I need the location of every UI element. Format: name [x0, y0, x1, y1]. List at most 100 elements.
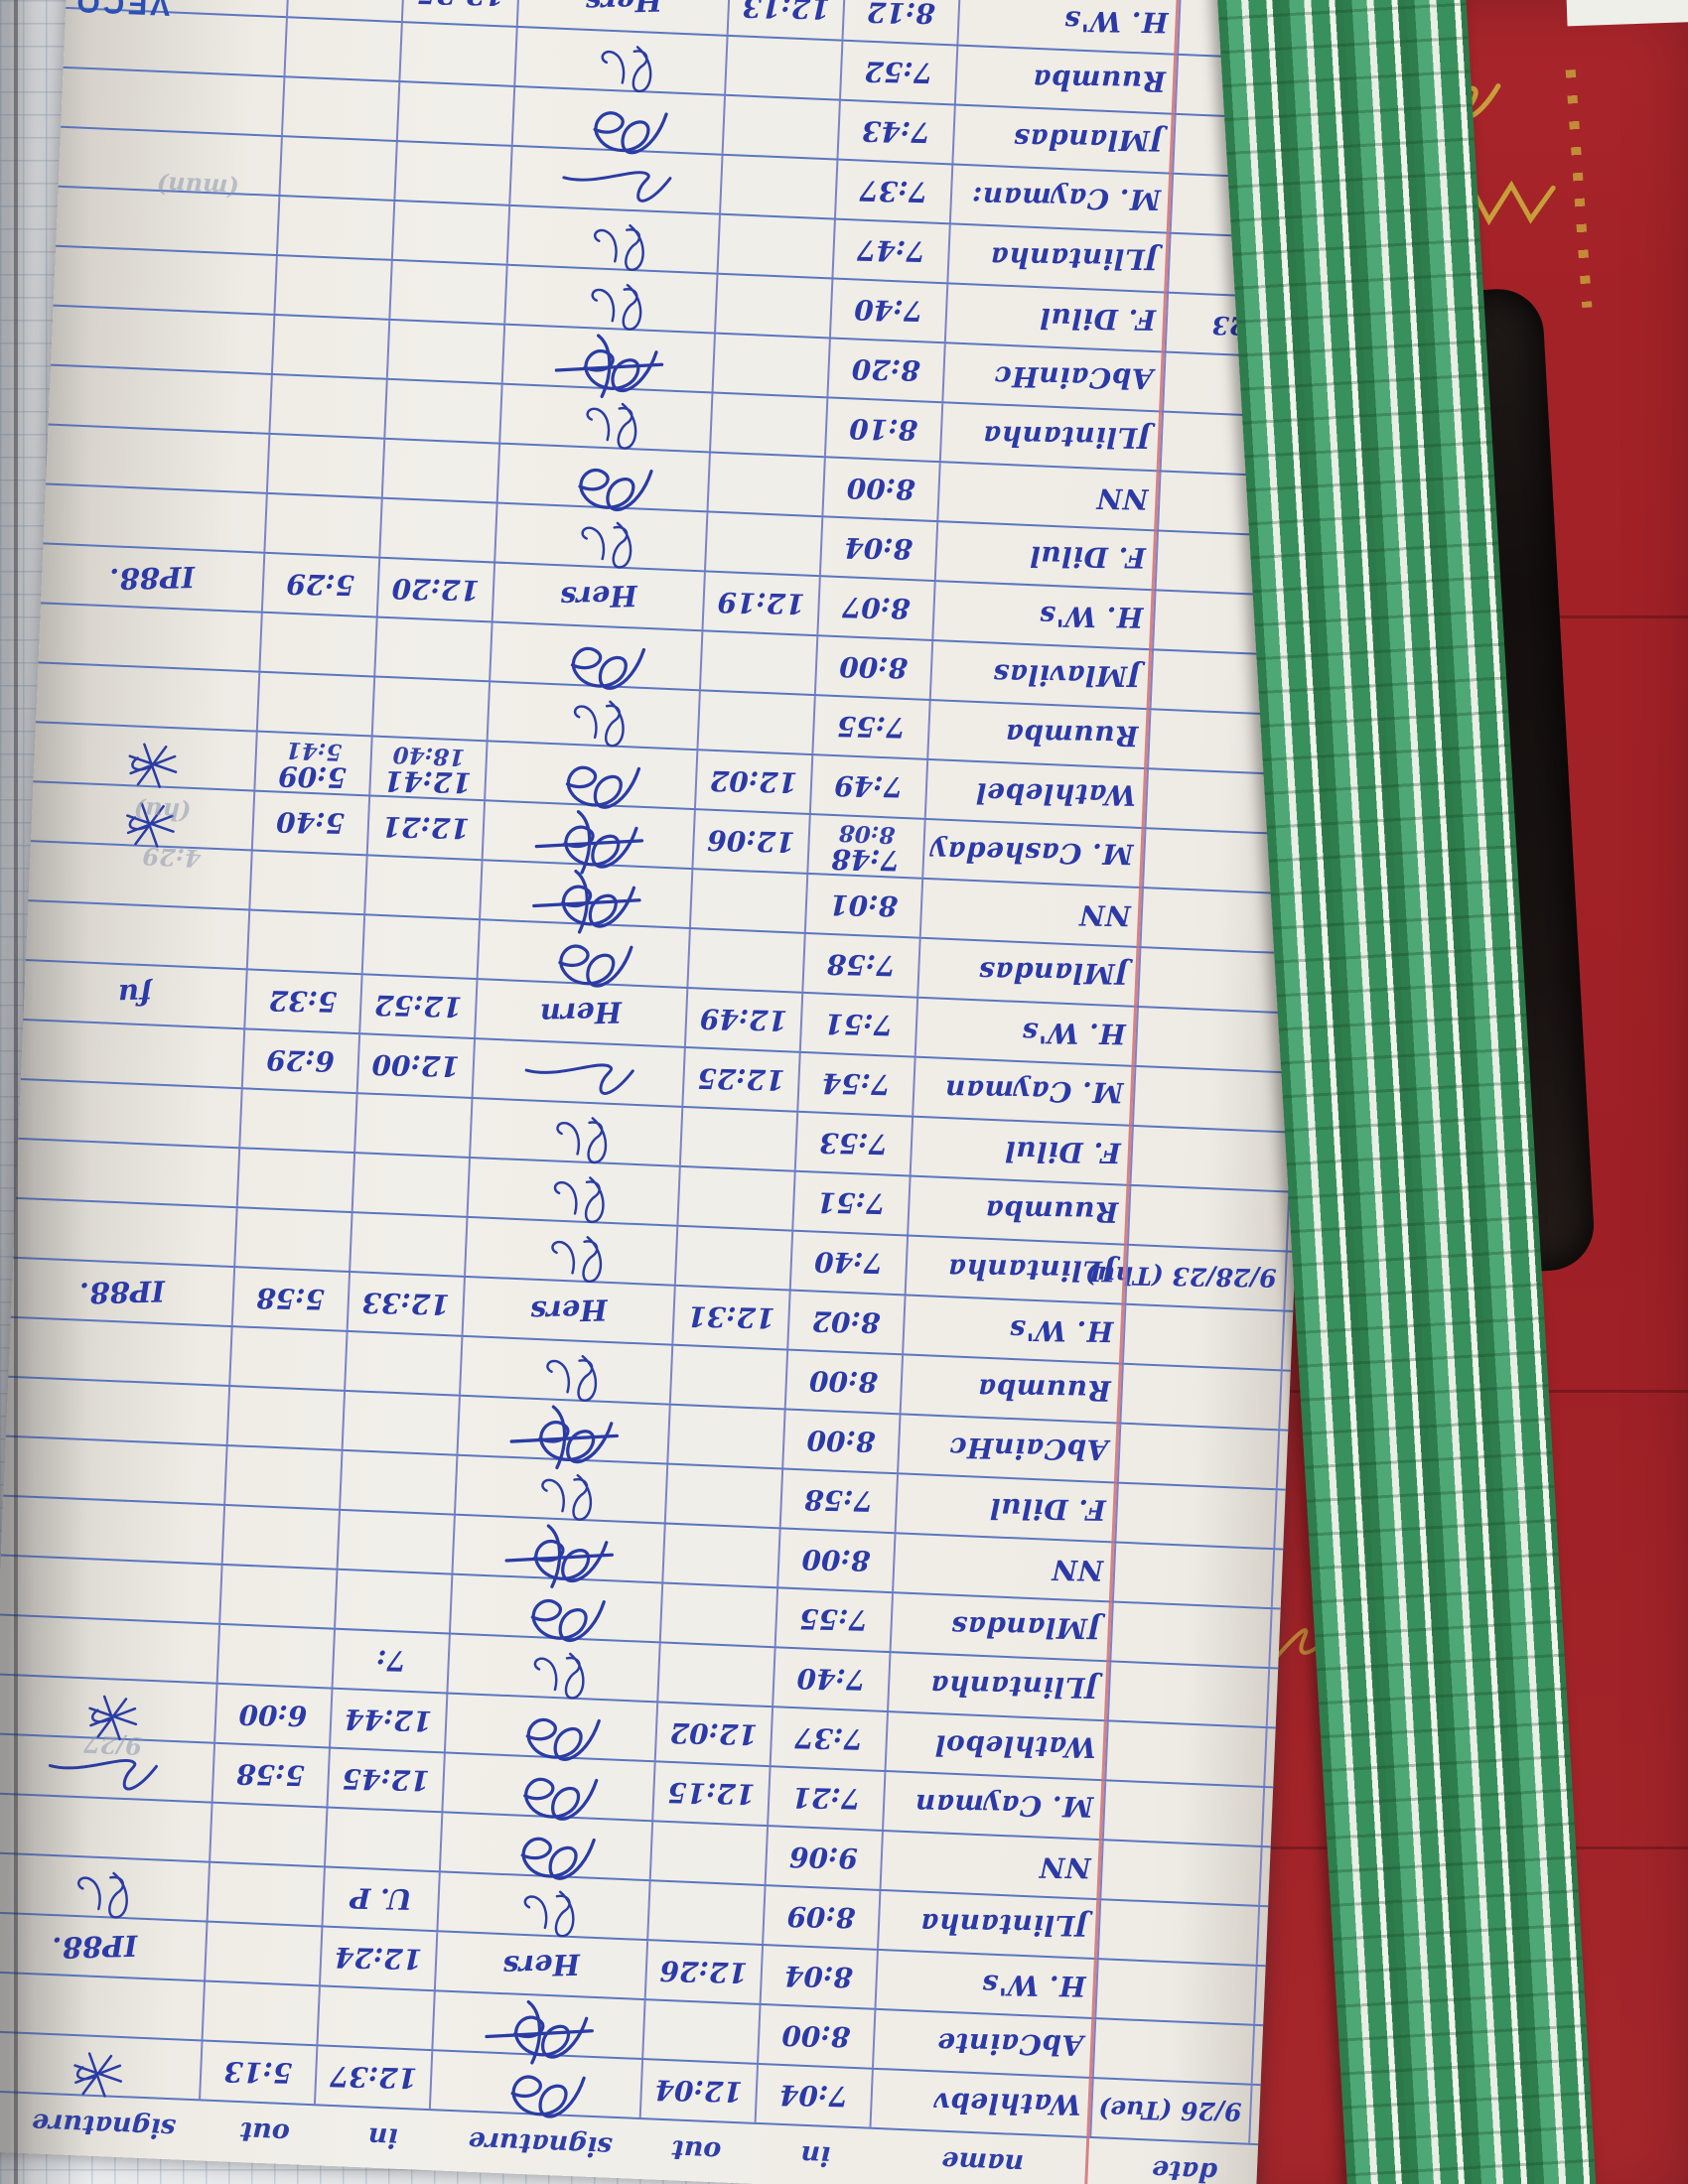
cell-date: [1128, 1185, 1291, 1251]
cell-text: 6:00: [238, 1698, 309, 1733]
cell-text: F. Dilul: [989, 1492, 1106, 1527]
cell-date: [1103, 1781, 1266, 1846]
cell-text: 7:54: [821, 1066, 892, 1102]
cell-text: 12:21: [381, 810, 471, 846]
cell-signature: [445, 1694, 659, 1761]
cell-in: 8:09: [764, 1886, 882, 1949]
cell-text: Wathlebv: [932, 2086, 1081, 2121]
header-out-2: out: [238, 2116, 291, 2149]
cell-in-2: [341, 1450, 459, 1514]
cell-text: F. Dilul: [1039, 302, 1157, 338]
cell-in: 7:40: [774, 1648, 892, 1711]
cell-out-2: 5:58: [232, 1268, 352, 1330]
ledger-row: AbCainHc 8:00: [5, 1377, 1289, 1491]
cell-text: NN: [1095, 482, 1149, 516]
cell-in-2: 12:37: [315, 2046, 434, 2110]
cell-in-2: 12:41 18:40: [370, 737, 489, 800]
cell-text: 5:58: [256, 1282, 326, 1316]
signature-loop-icon: [593, 224, 644, 271]
cell-out-2: [235, 1208, 353, 1272]
cell-date: [1111, 1602, 1273, 1668]
cell-text: M. Casheday: [929, 835, 1134, 872]
cell-signature: [495, 503, 709, 571]
cell-text: F. Dilul: [1004, 1135, 1121, 1170]
cell-in-2: 12:21: [367, 796, 487, 860]
ledger-row: F. Dilul 8:04: [43, 484, 1326, 599]
cell-in-2: [380, 498, 498, 562]
cell-signature: [478, 920, 691, 988]
header-in: in: [799, 2138, 831, 2172]
signature-crossed-scrawl-icon: [554, 334, 664, 399]
cell-out-2: [247, 910, 366, 974]
ledger-row: 9/26 (Tue) Wathlebv 7:04 12:04 12:37 5:13: [0, 2032, 1261, 2146]
signature-scrawl-icon: [565, 765, 641, 809]
signature-scrawl-icon: [525, 1717, 601, 1761]
signature-loop-icon: [591, 283, 642, 331]
cell-text: AbCainte: [936, 2027, 1084, 2063]
signature-swash-icon: [48, 1759, 158, 1791]
cell-out-2: [272, 316, 391, 378]
cell-name: NN: [894, 1534, 1117, 1601]
cell-name: JLlintanha: [906, 1236, 1129, 1303]
cell-signature: [510, 146, 724, 213]
cell-in: 8:00: [815, 636, 934, 700]
cell-text: 12:33: [361, 1286, 451, 1321]
ledger-row: JMlavilas 8:00: [38, 604, 1321, 718]
header-date: date: [1151, 2153, 1218, 2184]
cell-date: 9/26 (Tue): [1091, 2079, 1253, 2143]
cell-signature-2: [0, 1615, 221, 1683]
signature-loop-icon: [586, 402, 637, 450]
signature-scrawl-icon: [520, 1837, 596, 1880]
signature-loop-icon: [546, 1355, 598, 1402]
cell-out: 12:04: [640, 2060, 760, 2122]
cell-signature-2: [25, 901, 251, 969]
signature-scrawl-icon: [523, 1777, 599, 1821]
cell-text: H. W's: [1039, 600, 1144, 634]
cell-out: 12:26: [645, 1941, 765, 2003]
cell-out-2: [240, 1089, 358, 1153]
cell-name: AbCainte: [873, 2009, 1097, 2078]
ledger-row: M. Casheday 7:48 8:08 12:06 12:21 5:40: [30, 782, 1314, 896]
cell-signature: [443, 1753, 656, 1821]
cell-out: [721, 155, 839, 218]
signature-loop-icon: [601, 46, 652, 93]
cell-name: JLlintanha: [889, 1653, 1112, 1720]
cell-out: [660, 1583, 779, 1647]
cell-out-2: 5:40: [252, 791, 371, 855]
cell-date: [1118, 1424, 1281, 1489]
cell-out-2: 5:09 5:41: [255, 732, 373, 795]
cell-text: 12:24: [334, 1941, 423, 1977]
cell-text: 7:55: [836, 710, 907, 745]
cell-in-2: 12:25: [402, 0, 521, 26]
cell-text: JLlintanha: [989, 240, 1159, 277]
cell-text: 12:37: [329, 2060, 418, 2096]
cell-text: 5:32: [268, 984, 339, 1020]
cell-text: 12:25: [697, 1061, 786, 1097]
cell-out-2: [267, 434, 386, 497]
cell-name: F. Dilul: [911, 1117, 1134, 1184]
cell-out: [718, 214, 836, 278]
cell-signature: [440, 1813, 654, 1880]
cell-in-2: [390, 260, 508, 324]
cell-name: Ruumba: [928, 701, 1152, 768]
signature-star-icon: [73, 2052, 123, 2098]
ledger-row: Ruumba 7:55: [35, 663, 1319, 777]
cell-in-2: [343, 1391, 461, 1454]
cell-out: [708, 453, 826, 516]
cell-text: Ruumba: [1032, 64, 1167, 98]
cell-text: JMlandas: [1013, 122, 1164, 158]
pencil-margin-note: (mun): [156, 170, 240, 204]
signature-star-icon: [126, 802, 175, 848]
cell-text: H. W's: [981, 1969, 1086, 2003]
cell-out: [713, 334, 831, 397]
cell-text: 8:00: [806, 1424, 877, 1459]
cell-text: 12:49: [699, 1002, 788, 1037]
cell-in-2: [382, 439, 501, 502]
cell-in-2: [387, 320, 506, 383]
cell-text: 8:00: [801, 1543, 872, 1577]
cell-text: fu: [117, 977, 152, 1013]
cell-date: [1098, 1900, 1261, 1965]
ledger-row: NN 8:00: [46, 425, 1329, 539]
cell-in-2: [372, 677, 492, 741]
cell-in: 7:21: [769, 1767, 887, 1831]
